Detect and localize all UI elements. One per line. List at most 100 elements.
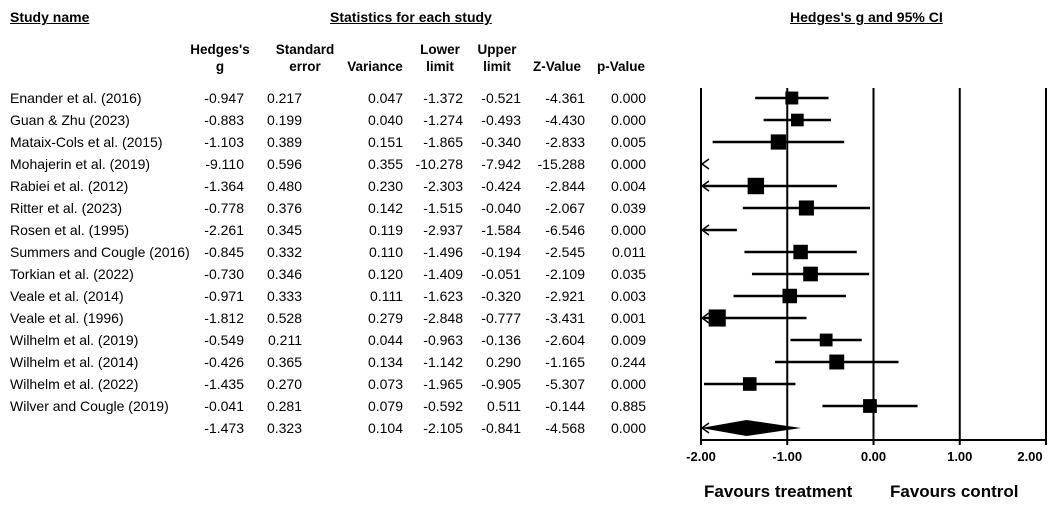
cell-z: -15.288 <box>537 156 585 172</box>
column-header-z: Z-Value <box>522 41 592 75</box>
cell-lower: -2.937 <box>423 222 463 238</box>
column-header-line2: Variance <box>347 59 403 74</box>
study-name-cell: Ritter et al. (2023) <box>10 200 123 216</box>
study-name-cell: Rabiei et al. (2012) <box>10 178 129 194</box>
study-name-cell: Enander et al. (2016) <box>10 90 142 106</box>
cell-g: -0.883 <box>204 112 244 128</box>
cell-z: -2.067 <box>545 200 585 216</box>
ci-arrow <box>700 224 710 236</box>
cell-upper: -0.194 <box>481 244 521 260</box>
cell-se: 0.528 <box>266 310 302 326</box>
cell-upper: 0.511 <box>487 398 521 414</box>
cell-g: -1.364 <box>204 178 244 194</box>
cell-upper: -0.320 <box>481 288 521 304</box>
cell-lower: -1.142 <box>423 354 463 370</box>
cell-p: 0.009 <box>610 332 646 348</box>
cell-p: 0.005 <box>610 134 646 150</box>
cell-z: -4.568 <box>545 420 585 436</box>
cell-upper: -0.424 <box>481 178 521 194</box>
cell-g: -0.730 <box>204 266 244 282</box>
column-header-p: p-Value <box>586 41 656 75</box>
cell-se: 0.323 <box>266 420 302 436</box>
cell-se: 0.480 <box>266 178 302 194</box>
point-estimate <box>798 200 814 216</box>
cell-var: 0.230 <box>367 178 403 194</box>
cell-lower: -1.496 <box>423 244 463 260</box>
study-name-cell: Torkian et al. (2022) <box>10 266 134 282</box>
cell-z: -1.165 <box>545 354 585 370</box>
cell-lower: -1.623 <box>423 288 463 304</box>
cell-se: 0.376 <box>266 200 302 216</box>
cell-lower: -1.409 <box>423 266 463 282</box>
cell-lower: -1.274 <box>423 112 463 128</box>
study-name-cell: Wilhelm et al. (2022) <box>10 376 139 392</box>
point-estimate <box>770 134 786 150</box>
cell-lower: -1.865 <box>423 134 463 150</box>
study-name-cell: Veale et al. (2014) <box>10 288 124 304</box>
cell-se: 0.333 <box>266 288 302 304</box>
statistics-header: Statistics for each study <box>330 9 492 25</box>
cell-g: -1.103 <box>204 134 244 150</box>
cell-se: 0.281 <box>266 398 302 414</box>
cell-p: 0.000 <box>610 90 646 106</box>
column-header-lower: Lower limit <box>405 41 475 75</box>
point-estimate <box>790 113 804 127</box>
column-header-var: Variance <box>340 41 410 75</box>
cell-upper: -0.905 <box>481 376 521 392</box>
cell-g: -0.845 <box>204 244 244 260</box>
cell-se: 0.270 <box>266 376 302 392</box>
cell-lower: -2.105 <box>423 420 463 436</box>
cell-upper: 0.290 <box>485 354 521 370</box>
cell-p: 0.244 <box>610 354 646 370</box>
cell-g: -0.971 <box>204 288 244 304</box>
cell-z: -2.109 <box>545 266 585 282</box>
favours-treatment-label: Favours treatment <box>704 482 853 501</box>
cell-z: -2.604 <box>545 332 585 348</box>
cell-var: 0.151 <box>367 134 403 150</box>
cell-lower: -10.278 <box>415 156 463 172</box>
cell-se: 0.596 <box>266 156 302 172</box>
cell-lower: -1.515 <box>423 200 463 216</box>
cell-z: -2.833 <box>545 134 585 150</box>
study-name-cell: Guan & Zhu (2023) <box>10 112 130 128</box>
cell-var: 0.142 <box>367 200 403 216</box>
column-header-g: Hedges's g <box>185 41 255 75</box>
cell-upper: -1.584 <box>481 222 521 238</box>
cell-z: -6.546 <box>545 222 585 238</box>
cell-lower: -0.592 <box>423 398 463 414</box>
x-tick-label: -2.00 <box>686 449 716 464</box>
cell-z: -4.430 <box>545 112 585 128</box>
cell-upper: -7.942 <box>481 156 521 172</box>
cell-upper: -0.340 <box>481 134 521 150</box>
study-name-cell: Summers and Cougle (2016) <box>10 244 190 260</box>
cell-var: 0.355 <box>367 156 403 172</box>
cell-z: -0.144 <box>545 398 585 414</box>
cell-var: 0.119 <box>369 222 403 238</box>
ci-arrow <box>700 422 710 434</box>
cell-var: 0.079 <box>367 398 403 414</box>
column-header-line2: limit <box>426 59 454 74</box>
cell-p: 0.000 <box>610 222 646 238</box>
cell-lower: -1.372 <box>423 90 463 106</box>
summary-diamond <box>701 420 801 436</box>
x-tick-label: 2.00 <box>1017 449 1043 464</box>
study-name-cell: Mohajerin et al. (2019) <box>10 156 151 172</box>
study-name-header: Study name <box>10 9 90 25</box>
cell-se: 0.211 <box>268 332 302 348</box>
cell-lower: -1.965 <box>423 376 463 392</box>
column-header-line2: error <box>289 59 321 74</box>
cell-se: 0.199 <box>266 112 302 128</box>
column-header-line1: Upper <box>477 42 517 57</box>
point-estimate <box>863 399 877 413</box>
cell-p: 0.000 <box>610 112 646 128</box>
study-name-cell: Wilver and Cougle (2019) <box>10 398 169 414</box>
cell-z: -4.361 <box>545 90 585 106</box>
cell-lower: -0.963 <box>423 332 463 348</box>
cell-upper: -0.040 <box>481 200 521 216</box>
plot-header: Hedges's g and 95% CI <box>790 9 943 25</box>
x-tick-label: 1.00 <box>947 449 973 464</box>
cell-lower: -2.303 <box>423 178 463 194</box>
cell-g: -9.110 <box>205 156 244 172</box>
cell-var: 0.044 <box>367 332 403 348</box>
